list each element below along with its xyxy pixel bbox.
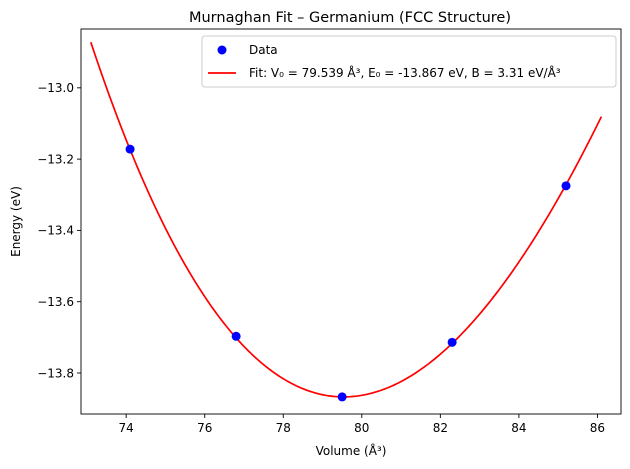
points-layer <box>125 144 571 402</box>
data-point <box>447 337 457 347</box>
x-tick-label: 86 <box>590 421 605 435</box>
plot-border <box>80 28 622 415</box>
y-axis: −13.8 −13.6 −13.4 −13.2 −13.0 <box>37 81 81 380</box>
legend-data-label: Data <box>249 43 278 57</box>
y-tick-label: −13.8 <box>37 366 74 380</box>
y-tick-label: −13.4 <box>37 224 74 238</box>
plot-area <box>80 28 622 415</box>
y-tick-label: −13.6 <box>37 295 74 309</box>
x-tick-label: 78 <box>276 421 291 435</box>
data-point <box>231 331 241 341</box>
y-tick-label: −13.2 <box>37 152 74 166</box>
data-point <box>337 392 347 402</box>
y-axis-label: Energy (eV) <box>9 186 23 257</box>
x-tick-label: 74 <box>119 421 134 435</box>
legend-data-marker <box>217 45 227 55</box>
legend: Data Fit: V₀ = 79.539 Å³, E₀ = -13.867 e… <box>201 35 617 88</box>
data-point <box>561 181 571 191</box>
legend-fit-label: Fit: V₀ = 79.539 Å³, E₀ = -13.867 eV, B … <box>249 65 561 80</box>
plot-frame <box>81 29 621 414</box>
data-point <box>125 144 135 154</box>
x-axis: 74 76 78 80 82 84 86 <box>119 414 605 435</box>
x-tick-label: 82 <box>433 421 448 435</box>
y-tick-label: −13.0 <box>37 81 74 95</box>
chart-title: Murnaghan Fit – Germanium (FCC Structure… <box>189 10 511 26</box>
legend-box <box>201 35 617 88</box>
x-axis-label: Volume (Å³) <box>316 443 387 458</box>
x-tick-label: 84 <box>511 421 526 435</box>
x-tick-label: 76 <box>197 421 212 435</box>
x-tick-label: 80 <box>354 421 369 435</box>
